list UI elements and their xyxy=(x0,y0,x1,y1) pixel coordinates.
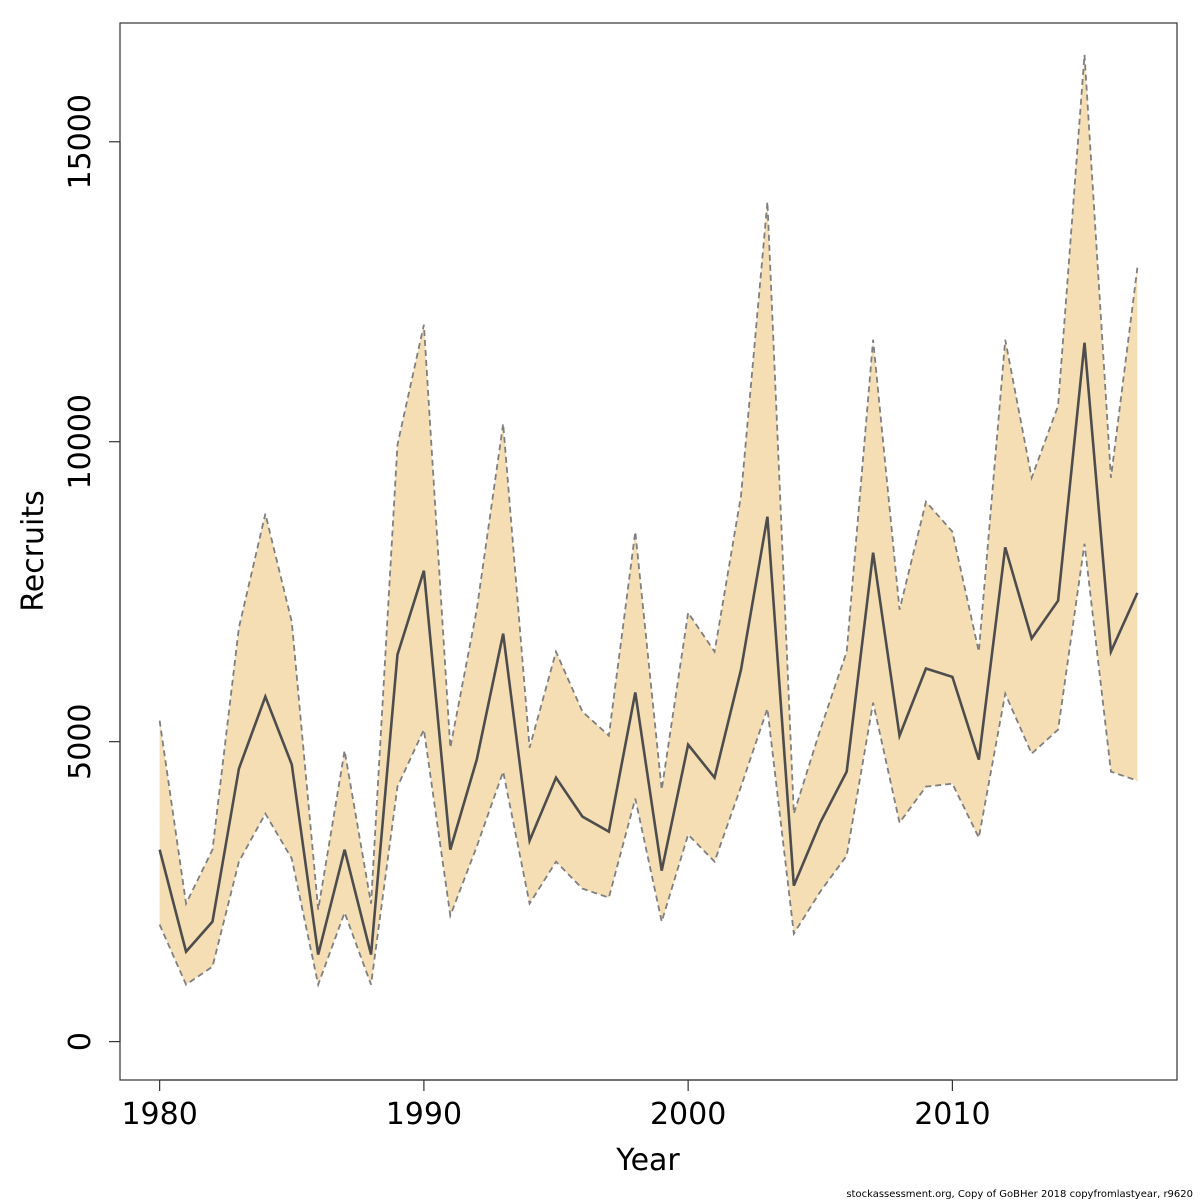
x-tick-label: 1990 xyxy=(386,1097,462,1132)
y-tick-label: 5000 xyxy=(63,703,98,779)
x-tick-label: 2010 xyxy=(914,1097,990,1132)
y-tick-label: 10000 xyxy=(63,394,98,489)
confidence-band xyxy=(159,54,1138,985)
confidence-band-layer xyxy=(158,54,1139,988)
estimate-line-layer xyxy=(158,342,1139,955)
y-tick-label: 0 xyxy=(63,1032,98,1051)
estimate-line xyxy=(158,342,1139,955)
lower-bound-line xyxy=(158,543,1138,988)
x-axis: 1980 1990 2000 2010 xyxy=(121,1079,991,1132)
upper-bound-line xyxy=(158,54,1139,910)
x-tick-label: 2000 xyxy=(650,1097,726,1132)
credit-text: stockassessment.org, Copy of GoBHer 2018… xyxy=(846,1189,1193,1200)
y-axis-title: Recruits xyxy=(16,490,51,612)
x-axis-title: Year xyxy=(615,1143,680,1178)
x-tick-label: 1980 xyxy=(121,1097,197,1132)
y-axis: 0 5000 10000 15000 xyxy=(63,94,121,1051)
y-tick-label: 15000 xyxy=(63,94,98,189)
